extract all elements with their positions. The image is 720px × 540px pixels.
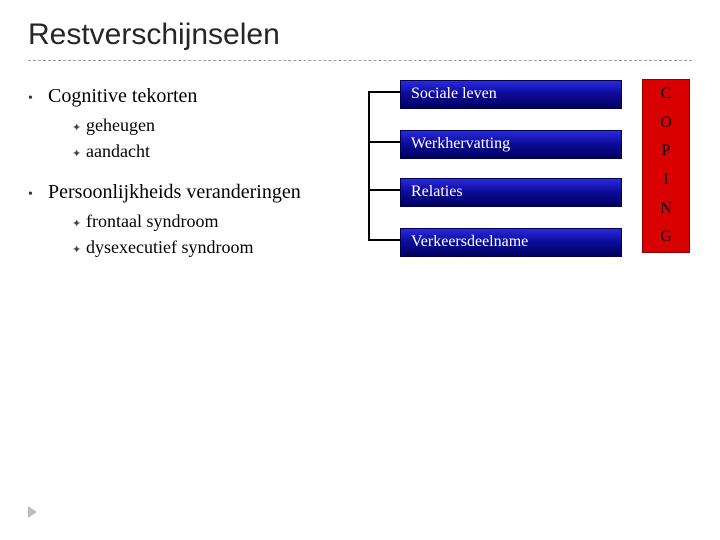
coping-letter: G (643, 223, 689, 252)
list-item-text: aandacht (86, 140, 150, 162)
coping-letter: C (643, 80, 689, 109)
diagram-box-relaties: Relaties (400, 178, 622, 207)
title-underline (28, 60, 692, 61)
list-item: ✦ dysexecutief syndroom (72, 236, 348, 260)
diagram-box-label: Relaties (411, 183, 463, 200)
diagram-box-label: Sociale leven (411, 85, 497, 102)
list-item: ✦ geheugen (72, 114, 348, 138)
bullet-l1-icon: • (28, 184, 48, 206)
diagram-box-label: Verkeersdeelname (411, 233, 528, 250)
coping-letter: P (643, 137, 689, 166)
sublist: ✦ geheugen ✦ aandacht (72, 114, 348, 164)
diagram-box-sociale-leven: Sociale leven (400, 80, 622, 109)
list-item-text: geheugen (86, 114, 155, 136)
list-item: • Cognitive tekorten (28, 84, 348, 110)
bullet-l1-icon: • (28, 88, 48, 110)
diagram-box-label: Werkhervatting (411, 135, 510, 152)
list-item-text: Cognitive tekorten (48, 84, 197, 108)
connector-stem (368, 91, 400, 93)
coping-letter: N (643, 194, 689, 223)
content-column: • Cognitive tekorten ✦ geheugen ✦ aandac… (28, 78, 348, 276)
list-item: ✦ aandacht (72, 140, 348, 164)
coping-box: C O P I N G (642, 79, 690, 253)
connector-stem (368, 239, 400, 241)
list-item-text: frontaal syndroom (86, 210, 218, 232)
connector-trunk (368, 91, 370, 239)
bullet-l2-icon: ✦ (72, 240, 86, 260)
bullet-l2-icon: ✦ (72, 144, 86, 164)
diagram-box-werkhervatting: Werkhervatting (400, 130, 622, 159)
list-item: • Persoonlijkheids veranderingen (28, 180, 348, 206)
coping-letter: I (643, 166, 689, 195)
connector-stem (368, 189, 400, 191)
slide-title: Restverschijnselen (28, 18, 280, 52)
list-item: ✦ frontaal syndroom (72, 210, 348, 234)
next-slide-icon (28, 506, 37, 518)
bullet-l2-icon: ✦ (72, 214, 86, 234)
diagram-box-verkeersdeelname: Verkeersdeelname (400, 228, 622, 257)
slide: Restverschijnselen • Cognitive tekorten … (0, 0, 720, 540)
list-item-text: Persoonlijkheids veranderingen (48, 180, 301, 204)
bullet-l2-icon: ✦ (72, 118, 86, 138)
sublist: ✦ frontaal syndroom ✦ dysexecutief syndr… (72, 210, 348, 260)
coping-letter: O (643, 109, 689, 138)
list-item-text: dysexecutief syndroom (86, 236, 253, 258)
connector-stem (368, 141, 400, 143)
